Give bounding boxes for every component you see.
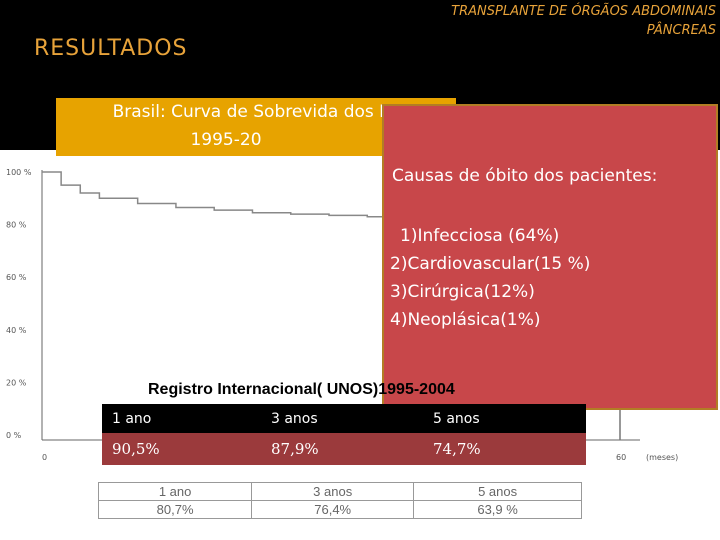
- table-header-row: 1 ano 3 anos 5 anos: [102, 404, 586, 433]
- y-tick-label: 0 %: [6, 431, 22, 440]
- x-tick-label: 0: [42, 453, 47, 462]
- table-header-cell: 3 anos: [251, 482, 415, 501]
- table-header-cell: 1 ano: [112, 410, 152, 427]
- y-axis-ticks: 100 % 80 % 60 % 40 % 20 % 0 %: [6, 168, 32, 440]
- banner-title-line-1: Brasil: Curva de Sobrevida dos P: [112, 102, 390, 122]
- brazil-survival-table: 1 ano 3 anos 5 anos 80,7% 76,4% 63,9 %: [97, 482, 582, 519]
- y-tick-label: 20 %: [6, 378, 27, 387]
- table-row: 90,5% 87,9% 74,7%: [102, 433, 586, 465]
- survival-series-line: [42, 171, 407, 219]
- x-tick-label: (meses): [646, 453, 678, 462]
- death-causes-list: 1)Infecciosa (64%) 2)Cardiovascular(15 %…: [390, 222, 590, 334]
- presentation-topic: TRANSPLANTE DE ÓRGÃOS ABDOMINAIS PÂNCREA…: [380, 2, 716, 40]
- table-header-cell: 1 ano: [97, 482, 253, 501]
- cause-item: 2)Cardiovascular(15 %): [390, 254, 591, 274]
- table-cell: 76,4%: [251, 500, 415, 519]
- table-header-cell: 5 anos: [433, 410, 480, 427]
- table-header-row: 1 ano 3 anos 5 anos: [97, 482, 582, 501]
- topic-line-2: PÂNCREAS: [646, 23, 716, 38]
- x-axis-ticks: 0 60 (meses): [42, 453, 678, 462]
- y-tick-label: 100 %: [6, 168, 32, 177]
- y-tick-label: 80 %: [6, 221, 27, 230]
- cause-item: 4)Neoplásica(1%): [390, 310, 541, 330]
- table-cell: 90,5%: [112, 440, 160, 458]
- table-header-cell: 3 anos: [271, 410, 318, 427]
- x-tick-label: 60: [616, 453, 626, 462]
- cause-item: 3)Cirúrgica(12%): [390, 282, 535, 302]
- survival-chart-svg: 100 % 80 % 60 % 40 % 20 % 0 % 0 60 (meses): [6, 168, 678, 462]
- table-cell: 80,7%: [97, 500, 253, 519]
- topic-line-1: TRANSPLANTE DE ÓRGÃOS ABDOMINAIS: [451, 4, 716, 19]
- table-cell: 74,7%: [433, 440, 481, 458]
- y-tick-label: 40 %: [6, 326, 27, 335]
- slide-title: RESULTADOS: [34, 36, 188, 61]
- table-header-cell: 5 anos: [413, 482, 582, 501]
- table-cell: 87,9%: [271, 440, 319, 458]
- cause-item: 1)Infecciosa (64%): [400, 226, 560, 246]
- unos-survival-table: 1 ano 3 anos 5 anos 90,5% 87,9% 74,7%: [102, 404, 586, 465]
- death-causes-title: Causas de óbito dos pacientes:: [392, 166, 658, 186]
- banner-title-line-2: 1995-20: [190, 130, 262, 150]
- y-tick-label: 60 %: [6, 273, 27, 282]
- registry-label: Registro Internacional( UNOS)1995-2004: [148, 381, 455, 398]
- table-row: 80,7% 76,4% 63,9 %: [97, 500, 582, 519]
- death-causes-box: Causas de óbito dos pacientes: 1)Infecci…: [382, 104, 718, 410]
- table-cell: 63,9 %: [413, 500, 582, 519]
